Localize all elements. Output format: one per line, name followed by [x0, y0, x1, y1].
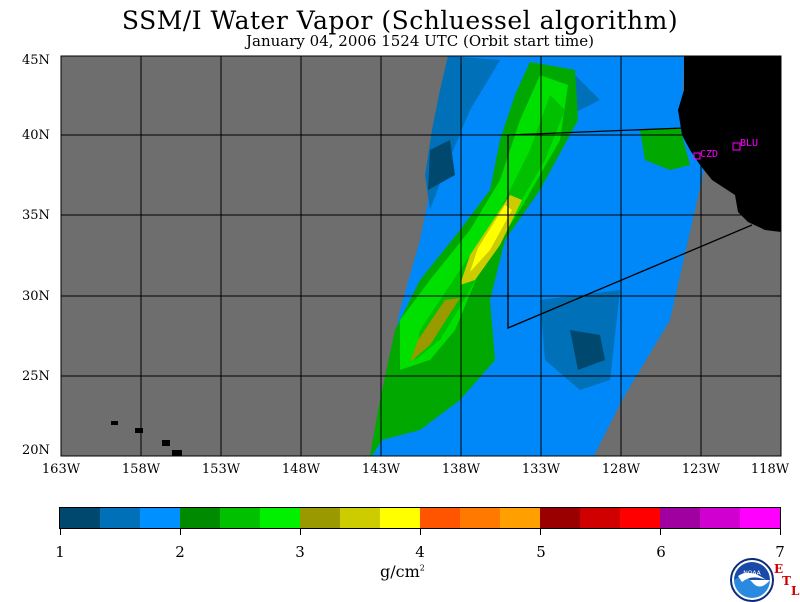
lat-label: 40N: [22, 128, 50, 143]
units-label: g/cm2: [380, 562, 425, 581]
hawaiian-islands: [111, 421, 182, 456]
station-blu: BLU: [732, 138, 758, 151]
color-scale-tick: [180, 529, 181, 535]
color-scale-segment: [140, 508, 180, 528]
island-oahu: [135, 428, 143, 433]
station-czd: CZD: [693, 149, 718, 160]
lon-label: 123W: [681, 462, 721, 477]
etl-letter-e: E: [774, 562, 784, 576]
graticule: [61, 56, 781, 456]
lon-label: 138W: [441, 462, 481, 477]
lat-label: 20N: [22, 443, 50, 458]
color-scale-tick: [780, 529, 781, 535]
etl-letter-t: T: [782, 574, 791, 588]
color-scale-segment: [540, 508, 580, 528]
color-scale-segment: [740, 508, 780, 528]
svg-text:NOAA: NOAA: [743, 570, 761, 577]
color-scale-segment: [260, 508, 300, 528]
color-scale-tick: [540, 529, 541, 535]
swath-darkest-patch-1: [570, 330, 605, 370]
lat-label: 45N: [22, 53, 50, 68]
scale-label: 6: [656, 543, 666, 561]
lat-label: 35N: [22, 208, 50, 223]
domain-outline: [507, 135, 753, 329]
color-scale-tick: [60, 529, 61, 535]
california-land: [678, 56, 781, 232]
lon-label: 143W: [361, 462, 401, 477]
color-scale-segment: [340, 508, 380, 528]
swath-coastal-green: [640, 128, 690, 170]
lon-label: 158W: [121, 462, 161, 477]
color-scale-segment: [460, 508, 500, 528]
lon-label: 118W: [750, 462, 790, 477]
color-scale-segment: [420, 508, 460, 528]
scale-label: 2: [175, 543, 185, 561]
color-scale-tick: [420, 529, 421, 535]
color-scale-segment: [380, 508, 420, 528]
lon-label: 128W: [601, 462, 641, 477]
scale-label: 4: [415, 543, 425, 561]
lon-label: 133W: [521, 462, 561, 477]
island-hawaii: [172, 450, 182, 456]
swath-yellow-bright: [470, 205, 512, 272]
units-text: g/cm: [380, 562, 420, 581]
map-title: SSM/I Water Vapor (Schluessel algorithm): [121, 6, 679, 35]
color-scale-segment: [100, 508, 140, 528]
lon-label: 148W: [281, 462, 321, 477]
noaa-logo: NOAA: [730, 558, 774, 602]
color-scale-bar: [59, 507, 781, 529]
color-scale-segment: [500, 508, 540, 528]
color-scale-tick: [300, 529, 301, 535]
lat-label: 30N: [22, 289, 50, 304]
domain-outline-top: [507, 127, 685, 136]
station-blu-label: BLU: [740, 138, 758, 149]
station-blu-marker: [732, 142, 741, 151]
map-frame: [60, 55, 782, 457]
color-scale-segment: [300, 508, 340, 528]
units-exponent: 2: [419, 563, 425, 573]
scale-label: 5: [536, 543, 546, 561]
color-scale-segment: [60, 508, 100, 528]
scale-label: 3: [295, 543, 305, 561]
lat-label: 25N: [22, 369, 50, 384]
lon-label: 153W: [201, 462, 241, 477]
etl-letter-l: L: [791, 584, 800, 598]
island-maui: [162, 440, 170, 446]
station-czd-marker: [693, 152, 701, 160]
island-kauai: [111, 421, 118, 425]
color-scale-tick: [660, 529, 661, 535]
station-czd-label: CZD: [700, 149, 718, 160]
color-scale-segment: [580, 508, 620, 528]
scale-label: 1: [55, 543, 65, 561]
lon-label: 163W: [41, 462, 81, 477]
color-scale-segment: [220, 508, 260, 528]
color-scale-segment: [620, 508, 660, 528]
color-scale-segment: [700, 508, 740, 528]
swath-olive-streak: [410, 298, 460, 362]
map-subtitle: January 04, 2006 1524 UTC (Orbit start t…: [246, 32, 594, 50]
color-scale-segment: [180, 508, 220, 528]
color-scale-segment: [660, 508, 700, 528]
swath-darkest-patch-2: [428, 140, 455, 190]
scale-label: 7: [775, 543, 785, 561]
